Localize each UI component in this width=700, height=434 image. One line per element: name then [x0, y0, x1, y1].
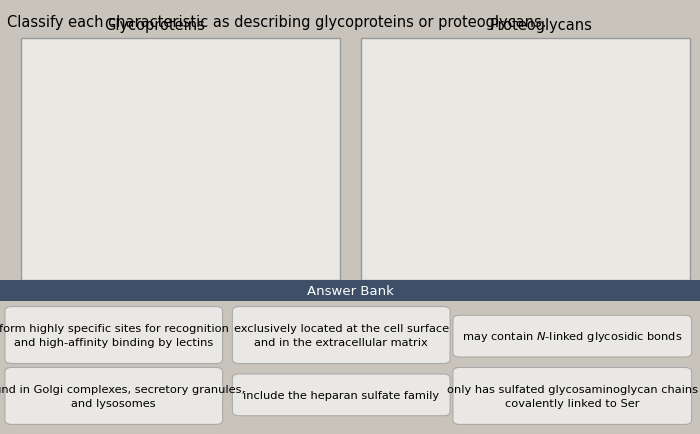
Text: only has sulfated glycosaminoglycan chains
covalently linked to Ser: only has sulfated glycosaminoglycan chai…: [447, 385, 698, 408]
Text: Answer Bank: Answer Bank: [307, 285, 393, 298]
Text: found in Golgi complexes, secretory granules,
and lysosomes: found in Golgi complexes, secretory gran…: [0, 385, 245, 408]
FancyBboxPatch shape: [5, 307, 223, 364]
Text: Glycoproteins: Glycoproteins: [104, 18, 205, 33]
FancyBboxPatch shape: [453, 368, 692, 424]
Text: include the heparan sulfate family: include the heparan sulfate family: [243, 390, 440, 400]
FancyBboxPatch shape: [21, 39, 340, 280]
Text: Classify each characteristic as describing glycoproteins or proteoglycans.: Classify each characteristic as describi…: [7, 15, 547, 30]
Text: Proteoglycans: Proteoglycans: [490, 18, 593, 33]
Text: may contain $\it{N}$-linked glycosidic bonds: may contain $\it{N}$-linked glycosidic b…: [462, 329, 682, 343]
FancyBboxPatch shape: [0, 281, 700, 302]
FancyBboxPatch shape: [5, 368, 223, 424]
FancyBboxPatch shape: [232, 307, 450, 364]
Text: form highly specific sites for recognition
and high-affinity binding by lectins: form highly specific sites for recogniti…: [0, 324, 229, 347]
FancyBboxPatch shape: [360, 39, 690, 280]
FancyBboxPatch shape: [232, 374, 450, 416]
FancyBboxPatch shape: [453, 316, 692, 357]
Text: exclusively located at the cell surface
and in the extracellular matrix: exclusively located at the cell surface …: [234, 324, 449, 347]
